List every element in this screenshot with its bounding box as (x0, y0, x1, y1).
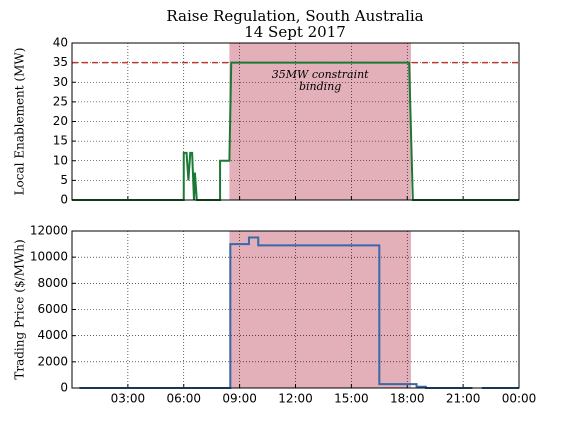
y-tick-label: 12000 (30, 224, 68, 238)
plot-frame (71, 230, 520, 389)
x-tick-label: 18:00 (390, 392, 425, 406)
y-tick-label: 0 (60, 193, 68, 207)
annotation: 35MW constraint (272, 68, 369, 81)
y-tick-label: 25 (53, 94, 68, 108)
y-axis-label: Trading Price ($/MWh) (13, 239, 27, 379)
y-tick-label: 30 (53, 75, 68, 89)
shaded-region (229, 43, 411, 200)
annotation: binding (299, 80, 341, 93)
plot-frame (71, 42, 520, 201)
y-tick-label: 35 (53, 55, 68, 69)
x-tick-label: 12:00 (278, 392, 313, 406)
shaded-region (229, 231, 411, 388)
y-tick-label: 15 (53, 134, 68, 148)
y-tick-label: 2000 (37, 354, 68, 368)
y-tick-label: 6000 (37, 302, 68, 316)
x-tick-label: 21:00 (446, 392, 481, 406)
y-tick-label: 8000 (37, 276, 68, 290)
y-tick-label: 20 (53, 114, 68, 128)
y-tick-label: 5 (60, 173, 68, 187)
y-tick-label: 40 (53, 36, 68, 50)
y-tick-label: 10 (53, 153, 68, 167)
chart-title: Raise Regulation, South Australia (166, 7, 423, 25)
x-tick-label: 06:00 (166, 392, 201, 406)
y-tick-label: 0 (60, 381, 68, 395)
chart-subtitle: 14 Sept 2017 (244, 23, 346, 41)
x-tick-label: 09:00 (222, 392, 257, 406)
data-line (72, 61, 519, 201)
x-tick-label: 00:00 (502, 392, 537, 406)
y-tick-label: 10000 (30, 250, 68, 264)
y-tick-label: 4000 (37, 328, 68, 342)
y-axis-label: Local Enablement (MW) (13, 48, 27, 196)
x-tick-label: 03:00 (111, 392, 146, 406)
x-tick-label: 15:00 (334, 392, 369, 406)
